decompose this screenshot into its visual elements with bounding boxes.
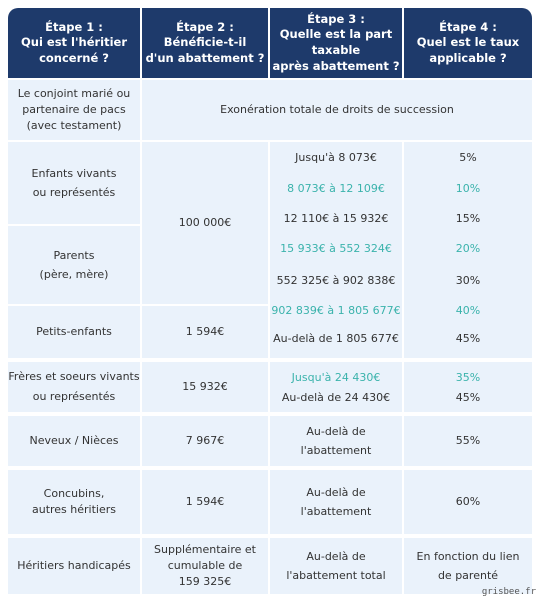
cell: Concubins, autres héritiers (8, 470, 140, 534)
header-cell: Étape 4 : Quel est le taux applicable ? (404, 8, 532, 78)
cell: Supplémentaire et cumulable de 159 325€ (142, 538, 268, 594)
cell: Au-delà de l'abattement (270, 470, 402, 534)
header-cell: Étape 1 : Qui est l'héritier concerné ? (8, 8, 140, 78)
cell: 1 594€ (142, 306, 268, 358)
rate: 20% (455, 241, 481, 255)
rate: 45% (455, 331, 481, 345)
question: Qui est l'héritier concerné ? (20, 35, 128, 65)
rate: 45% (455, 390, 481, 404)
cell: Au-delà de l'abattement (270, 416, 402, 466)
cell: 60% (404, 470, 532, 534)
cell: Enfants vivants ou représentés (8, 142, 140, 224)
cell: Parents (père, mère) (8, 226, 140, 304)
cell: 15 932€ (142, 362, 268, 412)
range: Jusqu'à 24 430€ (291, 370, 381, 384)
cell: 100 000€ (142, 142, 268, 304)
step: Étape 2 : (176, 19, 234, 34)
rate: 30% (455, 273, 481, 287)
question: Quelle est la part taxable après abattem… (272, 27, 400, 73)
rate: 40% (455, 303, 481, 317)
cell: Petits-enfants (8, 306, 140, 358)
cell: Frères et soeurs vivants ou représentés (8, 362, 140, 412)
cell: Au-delà de l'abattement total (270, 538, 402, 594)
question: Bénéficie-t-il d'un abattement ? (145, 35, 265, 65)
question: Quel est le taux applicable ? (416, 35, 520, 65)
cell (404, 142, 532, 358)
range: 12 110€ à 15 932€ (283, 211, 389, 225)
rate: 10% (455, 181, 481, 195)
cell: Exonération totale de droits de successi… (142, 80, 532, 140)
range: 15 933€ à 552 324€ (280, 241, 392, 255)
step: Étape 1 : (45, 19, 103, 34)
cell (270, 142, 402, 358)
cell (404, 362, 532, 412)
cell (270, 362, 402, 412)
cell: 1 594€ (142, 470, 268, 534)
range: Au-delà de 24 430€ (281, 390, 391, 404)
step: Étape 4 : (439, 19, 497, 34)
cell: 55% (404, 416, 532, 466)
cell: Le conjoint marié ou partenaire de pacs … (8, 80, 140, 140)
cell: Héritiers handicapés (8, 538, 140, 594)
range: 552 325€ à 902 838€ (276, 273, 396, 287)
cell: 7 967€ (142, 416, 268, 466)
cell: En fonction du lien de parenté (404, 538, 532, 594)
header-cell: Étape 3 : Quelle est la part taxable aprè… (270, 8, 402, 78)
watermark: grisbee.fr (481, 587, 536, 597)
cell: Neveux / Nièces (8, 416, 140, 466)
step: Étape 3 : (307, 11, 365, 26)
range: 902 839€ à 1 805 677€ (271, 303, 401, 317)
range: Au-delà de 1 805 677€ (273, 331, 399, 345)
range: Jusqu'à 8 073€ (295, 150, 377, 164)
rate: 35% (455, 370, 481, 384)
rate: 5% (459, 150, 477, 164)
header-cell: Étape 2 : Bénéficie-t-il d'un abattement … (142, 8, 268, 78)
range: 8 073€ à 12 109€ (287, 181, 385, 195)
rate: 15% (455, 211, 481, 225)
